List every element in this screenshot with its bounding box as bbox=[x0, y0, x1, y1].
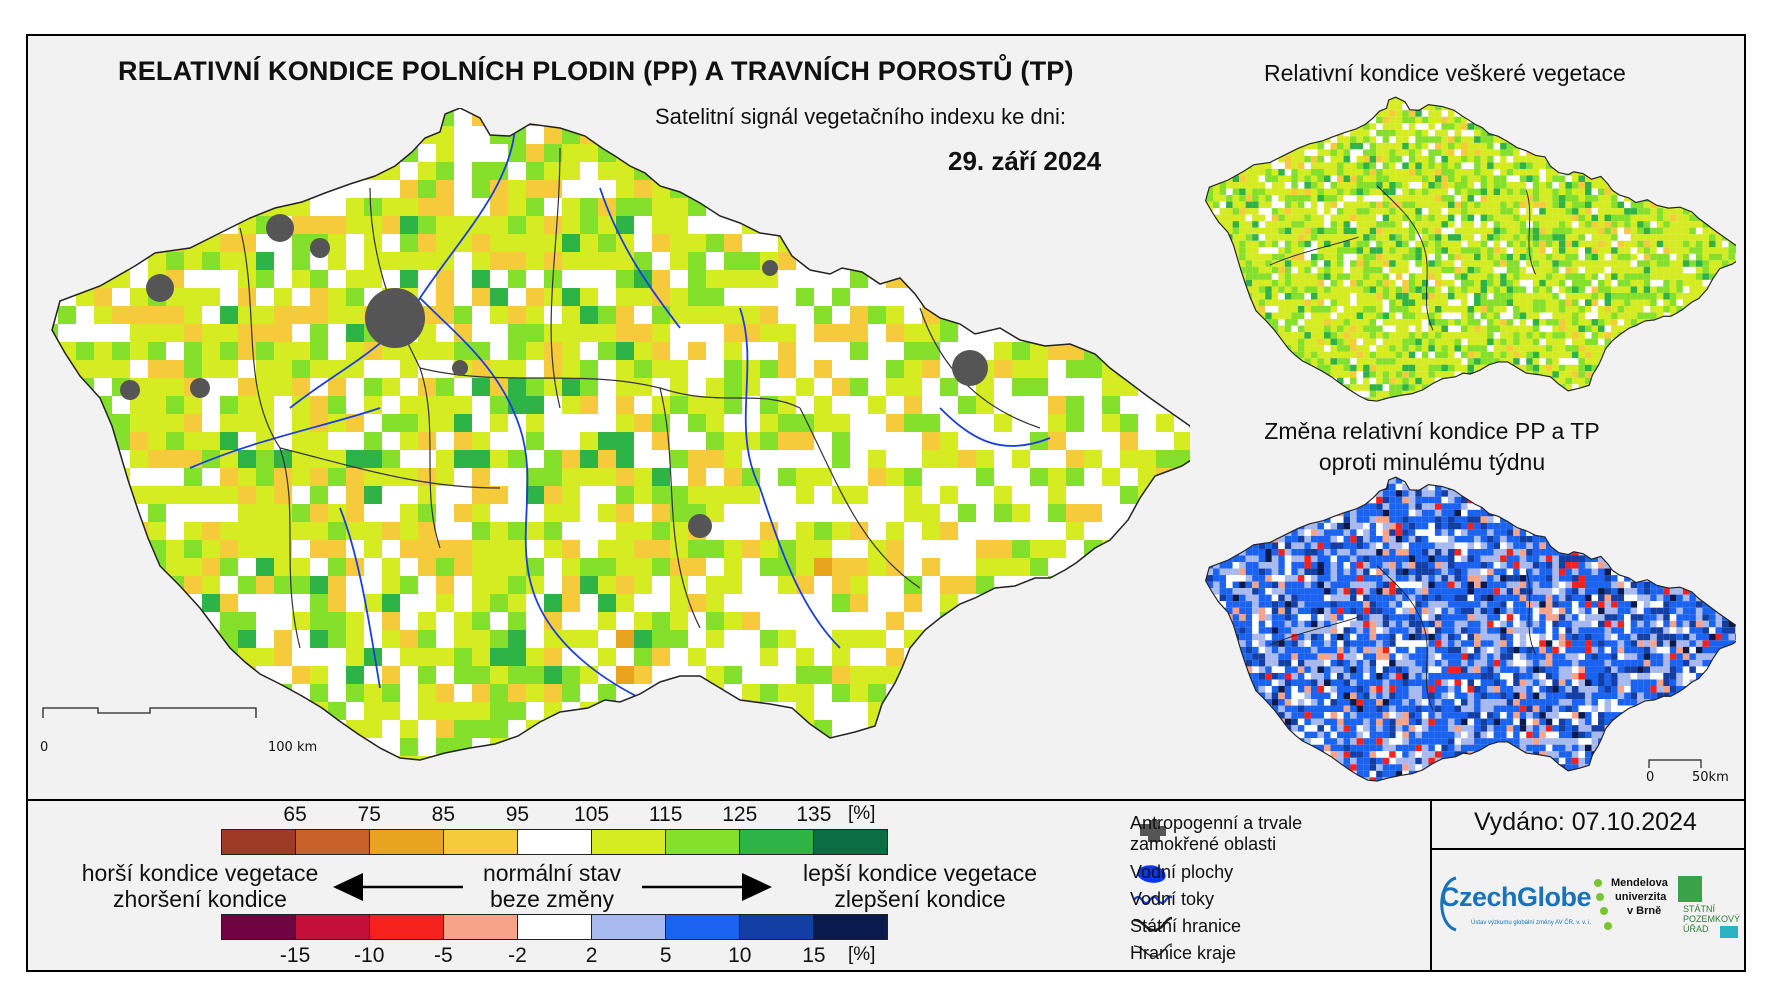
inset-title-change: Změna relativní kondice PP a TP oproti m… bbox=[1212, 416, 1652, 478]
legend-region-border: Hranice kraje bbox=[1130, 943, 1237, 963]
mendel-logo-icon bbox=[1594, 879, 1612, 930]
condition-swatch bbox=[592, 830, 666, 854]
spu-logo-icon bbox=[1678, 876, 1738, 938]
legend-anthropogenic-line1: Antropogenní a trvale bbox=[1130, 813, 1303, 833]
legend-worse-line2: zhoršení kondice bbox=[113, 886, 287, 912]
change-tick-label: 5 bbox=[659, 944, 672, 967]
condition-swatch bbox=[222, 830, 296, 854]
spu-line2: POZEMKOVÝ bbox=[1683, 914, 1741, 924]
mendel-line2: univerzita bbox=[1615, 891, 1667, 903]
legend-normal: normální stav beze změny bbox=[462, 860, 642, 912]
legend-better-line2: zlepšení kondice bbox=[834, 886, 1006, 912]
condition-swatch bbox=[740, 830, 814, 854]
observation-date: 29. září 2024 bbox=[948, 146, 1102, 176]
anthropogenic-icon bbox=[1140, 820, 1166, 842]
change-swatch bbox=[222, 915, 296, 939]
condition-swatch bbox=[814, 830, 887, 854]
anthropogenic-areas bbox=[120, 214, 988, 538]
condition-swatch bbox=[370, 830, 444, 854]
change-tick-label: 2 bbox=[585, 944, 598, 967]
main-scalebar-end: 100 km bbox=[268, 740, 318, 755]
condition-unit: [%] bbox=[848, 803, 876, 824]
inset-title-change-line2: oproti minulému týdnu bbox=[1318, 449, 1546, 475]
condition-tick-label: 135 bbox=[796, 803, 832, 826]
issued-date: Vydáno: 07.10.2024 bbox=[1474, 808, 1697, 836]
region-borders bbox=[239, 147, 1041, 649]
condition-colorbar bbox=[221, 829, 888, 855]
mendel-line1: Mendelova bbox=[1611, 877, 1668, 889]
change-tick-label: -2 bbox=[508, 944, 527, 967]
main-scalebar-start: 0 bbox=[40, 740, 49, 755]
legend-separator bbox=[26, 799, 1746, 801]
change-swatch bbox=[370, 915, 444, 939]
change-swatch bbox=[444, 915, 518, 939]
legend-anthropogenic-line2: zamokřené oblasti bbox=[1130, 834, 1277, 854]
mendel-line3: v Brně bbox=[1627, 905, 1662, 917]
spu-line1: STÁTNÍ bbox=[1683, 904, 1716, 914]
condition-tick-label: 115 bbox=[648, 803, 683, 826]
inset-scalebar-start: 0 bbox=[1646, 770, 1655, 785]
legend-normal-line2: beze změny bbox=[489, 886, 614, 912]
change-swatch bbox=[296, 915, 370, 939]
czechglobe-logo: CzechGlobe bbox=[1440, 882, 1592, 912]
water-body-icon bbox=[1138, 865, 1166, 883]
condition-swatch bbox=[666, 830, 740, 854]
arrow-right-icon bbox=[642, 873, 772, 901]
change-unit: [%] bbox=[848, 944, 876, 965]
issued-separator-horizontal bbox=[1430, 848, 1746, 850]
change-tick-label: -10 bbox=[354, 944, 385, 967]
condition-tick-label: 125 bbox=[722, 803, 758, 826]
change-tick-label: -15 bbox=[279, 944, 311, 967]
change-colorbar bbox=[221, 914, 888, 940]
change-tick-label: -5 bbox=[433, 944, 453, 967]
mendel-logo: Mendelova univerzita v Brně bbox=[1611, 876, 1668, 918]
legend-water-streams: Vodní toky bbox=[1130, 889, 1215, 909]
czechglobe-subtitle: Ústav výzkumu globální změny AV ČR, v. v… bbox=[1471, 920, 1592, 926]
legend-better: lepší kondice vegetace zlepšení kondice bbox=[770, 860, 1070, 912]
legend-better-line1: lepší kondice vegetace bbox=[803, 860, 1037, 886]
page-subtitle: Satelitní signál vegetačního indexu ke d… bbox=[655, 104, 1066, 129]
condition-tick-label: 65 bbox=[283, 803, 307, 826]
legend-worse-line1: horší kondice vegetace bbox=[81, 860, 319, 886]
spu-line3: ÚŘAD bbox=[1683, 924, 1709, 934]
condition-tick-label: 105 bbox=[574, 803, 610, 826]
arrow-left-icon bbox=[333, 873, 463, 901]
condition-tick-label: 75 bbox=[357, 803, 381, 826]
spu-logo: STÁTNÍ POZEMKOVÝ ÚŘAD bbox=[1683, 904, 1740, 934]
water-stream-icon bbox=[1133, 895, 1172, 905]
main-map-cells bbox=[52, 108, 1190, 760]
czechglobe-logo-icon bbox=[1440, 876, 1457, 932]
condition-swatch bbox=[518, 830, 592, 854]
inset-title-change-line1: Změna relativní kondice PP a TP bbox=[1264, 418, 1600, 444]
condition-tick-label: 85 bbox=[431, 803, 456, 826]
inset-scalebar bbox=[1648, 759, 1702, 768]
change-swatch bbox=[518, 915, 592, 939]
state-border-icon bbox=[1133, 916, 1172, 932]
page-title: RELATIVNÍ KONDICE POLNÍCH PLODIN (PP) A … bbox=[118, 56, 1074, 86]
legend-state-border: Státní hranice bbox=[1130, 916, 1242, 936]
water-streams bbox=[189, 127, 1051, 699]
change-swatch bbox=[666, 915, 740, 939]
main-scalebar bbox=[42, 707, 257, 718]
condition-swatch bbox=[444, 830, 518, 854]
legend-worse: horší kondice vegetace zhoršení kondice bbox=[60, 860, 340, 912]
condition-swatch bbox=[296, 830, 370, 854]
inset-scalebar-end: 50km bbox=[1692, 770, 1729, 785]
legend-water-bodies: Vodní plochy bbox=[1130, 862, 1234, 882]
region-border-icon bbox=[1133, 943, 1172, 957]
legend-anthropogenic: Antropogenní a trvale zamokřené oblasti bbox=[1130, 813, 1302, 855]
inset-map-change bbox=[1205, 476, 1736, 782]
change-tick-label: 15 bbox=[802, 944, 826, 967]
issued-separator-vertical bbox=[1430, 799, 1432, 972]
change-tick-label: 10 bbox=[728, 944, 752, 967]
legend-normal-line1: normální stav bbox=[482, 860, 622, 886]
condition-tick-label: 95 bbox=[505, 803, 530, 826]
change-swatch bbox=[740, 915, 814, 939]
change-swatch bbox=[592, 915, 666, 939]
change-swatch bbox=[814, 915, 887, 939]
inset-map-all-vegetation bbox=[1205, 96, 1736, 402]
main-condition-map bbox=[42, 108, 1190, 761]
inset-title-all-vegetation: Relativní kondice veškeré vegetace bbox=[1264, 60, 1626, 86]
